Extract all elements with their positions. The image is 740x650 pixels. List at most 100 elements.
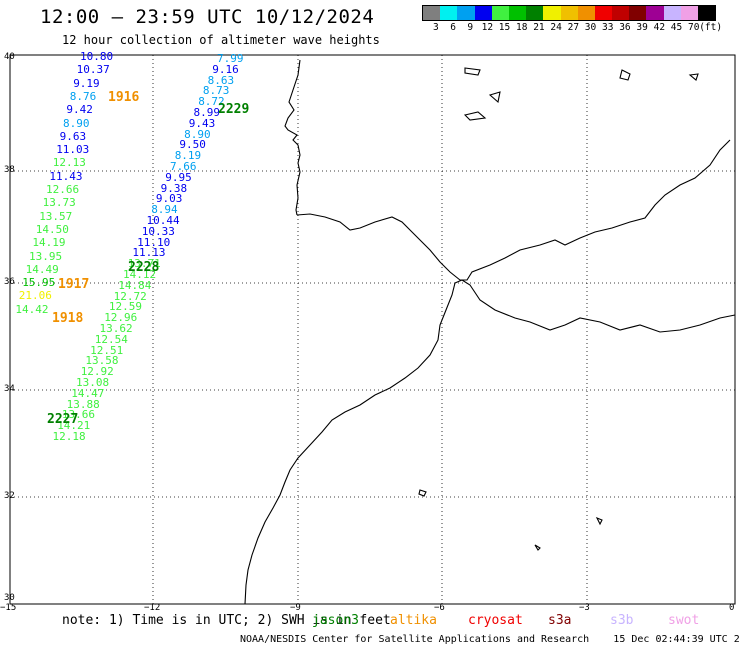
legend-label: 45 xyxy=(670,22,683,33)
wave-height-value: 9.50 xyxy=(179,138,206,152)
legend-swatch xyxy=(577,6,595,20)
wave-height-value: 13.08 xyxy=(76,376,110,389)
wave-height-value: 14.19 xyxy=(32,236,66,250)
legend-swatch xyxy=(474,6,492,20)
pass-label: 1916 xyxy=(108,90,140,105)
wave-height-value: 10.33 xyxy=(141,224,175,238)
wave-height-value: 13.66 xyxy=(61,408,96,422)
wave-height-value: 14.84 xyxy=(118,278,152,292)
legend-swatch xyxy=(663,6,681,20)
satellite-s3a: s3a xyxy=(548,613,572,628)
pass-label: 2228 xyxy=(128,260,160,275)
legend-swatch xyxy=(508,6,527,20)
wave-height-value: 9.38 xyxy=(160,181,188,195)
map-frame xyxy=(9,54,736,605)
wave-height-value: 8.90 xyxy=(63,116,90,130)
wave-height-value: 14.12 xyxy=(123,268,157,281)
graticule xyxy=(10,55,735,604)
wave-height-value: 12.51 xyxy=(90,343,124,357)
color-legend xyxy=(422,5,717,21)
satellite-cryosat: cryosat xyxy=(468,613,523,628)
legend-label: 27 xyxy=(567,22,580,33)
wave-height-value: 8.72 xyxy=(198,95,225,109)
wave-height-value: 8.99 xyxy=(193,106,221,119)
wave-height-value: 14.42 xyxy=(15,302,49,316)
wave-height-value: 21.06 xyxy=(18,289,52,303)
wave-height-value: 8.63 xyxy=(207,73,235,87)
wave-height-value: 14.49 xyxy=(25,262,59,276)
legend-label: 18 xyxy=(516,22,528,33)
lat-label: 34 xyxy=(4,384,15,394)
lat-label: 30 xyxy=(4,593,15,603)
lat-label: 40 xyxy=(4,52,15,62)
wave-height-value: 7.99 xyxy=(217,52,244,65)
wave-height-value: 7.66 xyxy=(170,160,197,173)
lon-label: 0 xyxy=(729,603,735,613)
wave-height-value: 14.21 xyxy=(57,419,91,433)
note-text: note: 1) Time is in UTC; 2) SWH is in fe… xyxy=(62,613,391,628)
legend-label: 30 xyxy=(584,22,597,33)
pass-label: 2227 xyxy=(47,412,79,427)
legend-label: (ft) xyxy=(699,22,723,33)
wave-height-value: 11.43 xyxy=(49,169,83,183)
wave-height-value: 12.96 xyxy=(104,311,138,325)
legend-swatch xyxy=(423,6,441,20)
wave-height-value: 9.03 xyxy=(155,192,183,206)
map-title: 12:00 – 23:59 UTC 10/12/2024 xyxy=(40,6,375,28)
lon-label: −9 xyxy=(290,603,301,613)
wave-height-value: 8.90 xyxy=(184,127,211,141)
wave-height-value: 12.18 xyxy=(52,430,86,443)
satellite-swot: swot xyxy=(668,613,700,628)
wave-height-value: 9.95 xyxy=(165,170,192,184)
wave-height-value: 13.62 xyxy=(99,322,133,335)
footer: NOAA/NESDIS Center for Satellite Applica… xyxy=(240,634,740,645)
wave-height-value: 14.50 xyxy=(35,222,69,236)
wave-height-value: 13.57 xyxy=(39,209,73,223)
pass-label: 2229 xyxy=(218,102,250,117)
legend-label: 36 xyxy=(619,22,631,33)
wave-height-value: 12.66 xyxy=(46,183,80,196)
wave-height-value: 12.59 xyxy=(108,300,143,314)
map-subtitle: 12 hour collection of altimeter wave hei… xyxy=(62,33,380,47)
lon-label: −15 xyxy=(0,603,17,613)
wave-height-value: 12.72 xyxy=(113,289,147,303)
wave-height-value: 13.58 xyxy=(85,354,119,368)
wave-height-value: 11.10 xyxy=(137,235,171,249)
wave-height-value: 13.88 xyxy=(66,397,100,411)
wave-height-value: 11.13 xyxy=(132,246,166,260)
legend-swatch xyxy=(491,6,509,20)
wave-height-value: 9.63 xyxy=(59,129,87,143)
legend-swatch xyxy=(440,6,458,20)
legend-label: 6 xyxy=(450,22,456,33)
wave-height-value: 15.95 xyxy=(22,276,56,290)
wave-height-value: 8.19 xyxy=(174,149,202,163)
wave-height-value: 9.16 xyxy=(212,62,239,76)
legend-label: 3 xyxy=(433,22,439,33)
lon-label: −3 xyxy=(579,603,590,613)
wave-height-value: 10.44 xyxy=(146,214,180,227)
legend-label: 70 xyxy=(688,22,700,33)
legend-label: 21 xyxy=(533,22,545,33)
legend-label: 12 xyxy=(481,22,494,33)
lon-label: −6 xyxy=(434,603,445,613)
legend-swatch xyxy=(680,6,698,20)
legend-label: 15 xyxy=(498,22,511,33)
pass-label: 1917 xyxy=(58,277,90,292)
legend-swatch xyxy=(612,6,630,20)
wave-height-value: 13.95 xyxy=(29,249,63,263)
satellite-s3b: s3b xyxy=(610,613,634,628)
wave-height-value: 9.43 xyxy=(188,116,216,130)
legend-swatch xyxy=(698,6,716,20)
legend-labels: 3 6 9 12 15 18 21 24 27 30 33 36 39 42 45 70 (ft) xyxy=(422,22,740,34)
lon-label: −12 xyxy=(144,603,161,613)
wave-height-value: 9.19 xyxy=(73,76,100,90)
satellite-jason3: jason3 xyxy=(312,613,359,628)
wave-height-value: 14.47 xyxy=(71,386,105,400)
legend-swatch xyxy=(543,6,561,20)
footer-source: NOAA/NESDIS Center for Satellite Applica… xyxy=(240,634,590,645)
legend-swatch xyxy=(594,6,613,20)
footer-timestamp: 15 Dec 02:44:39 UTC 2024 xyxy=(613,634,740,645)
legend-swatch xyxy=(457,6,475,20)
legend-label: 39 xyxy=(636,22,648,33)
